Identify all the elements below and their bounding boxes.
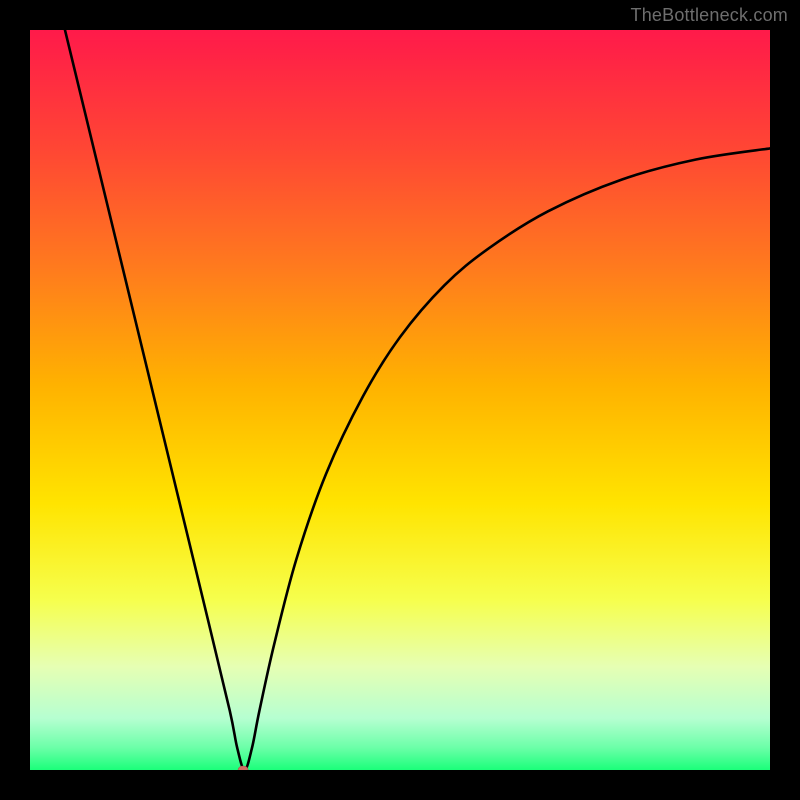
bottleneck-chart bbox=[0, 0, 800, 800]
plot-background-gradient bbox=[30, 30, 770, 770]
chart-container: TheBottleneck.com bbox=[0, 0, 800, 800]
watermark-text: TheBottleneck.com bbox=[631, 5, 788, 26]
